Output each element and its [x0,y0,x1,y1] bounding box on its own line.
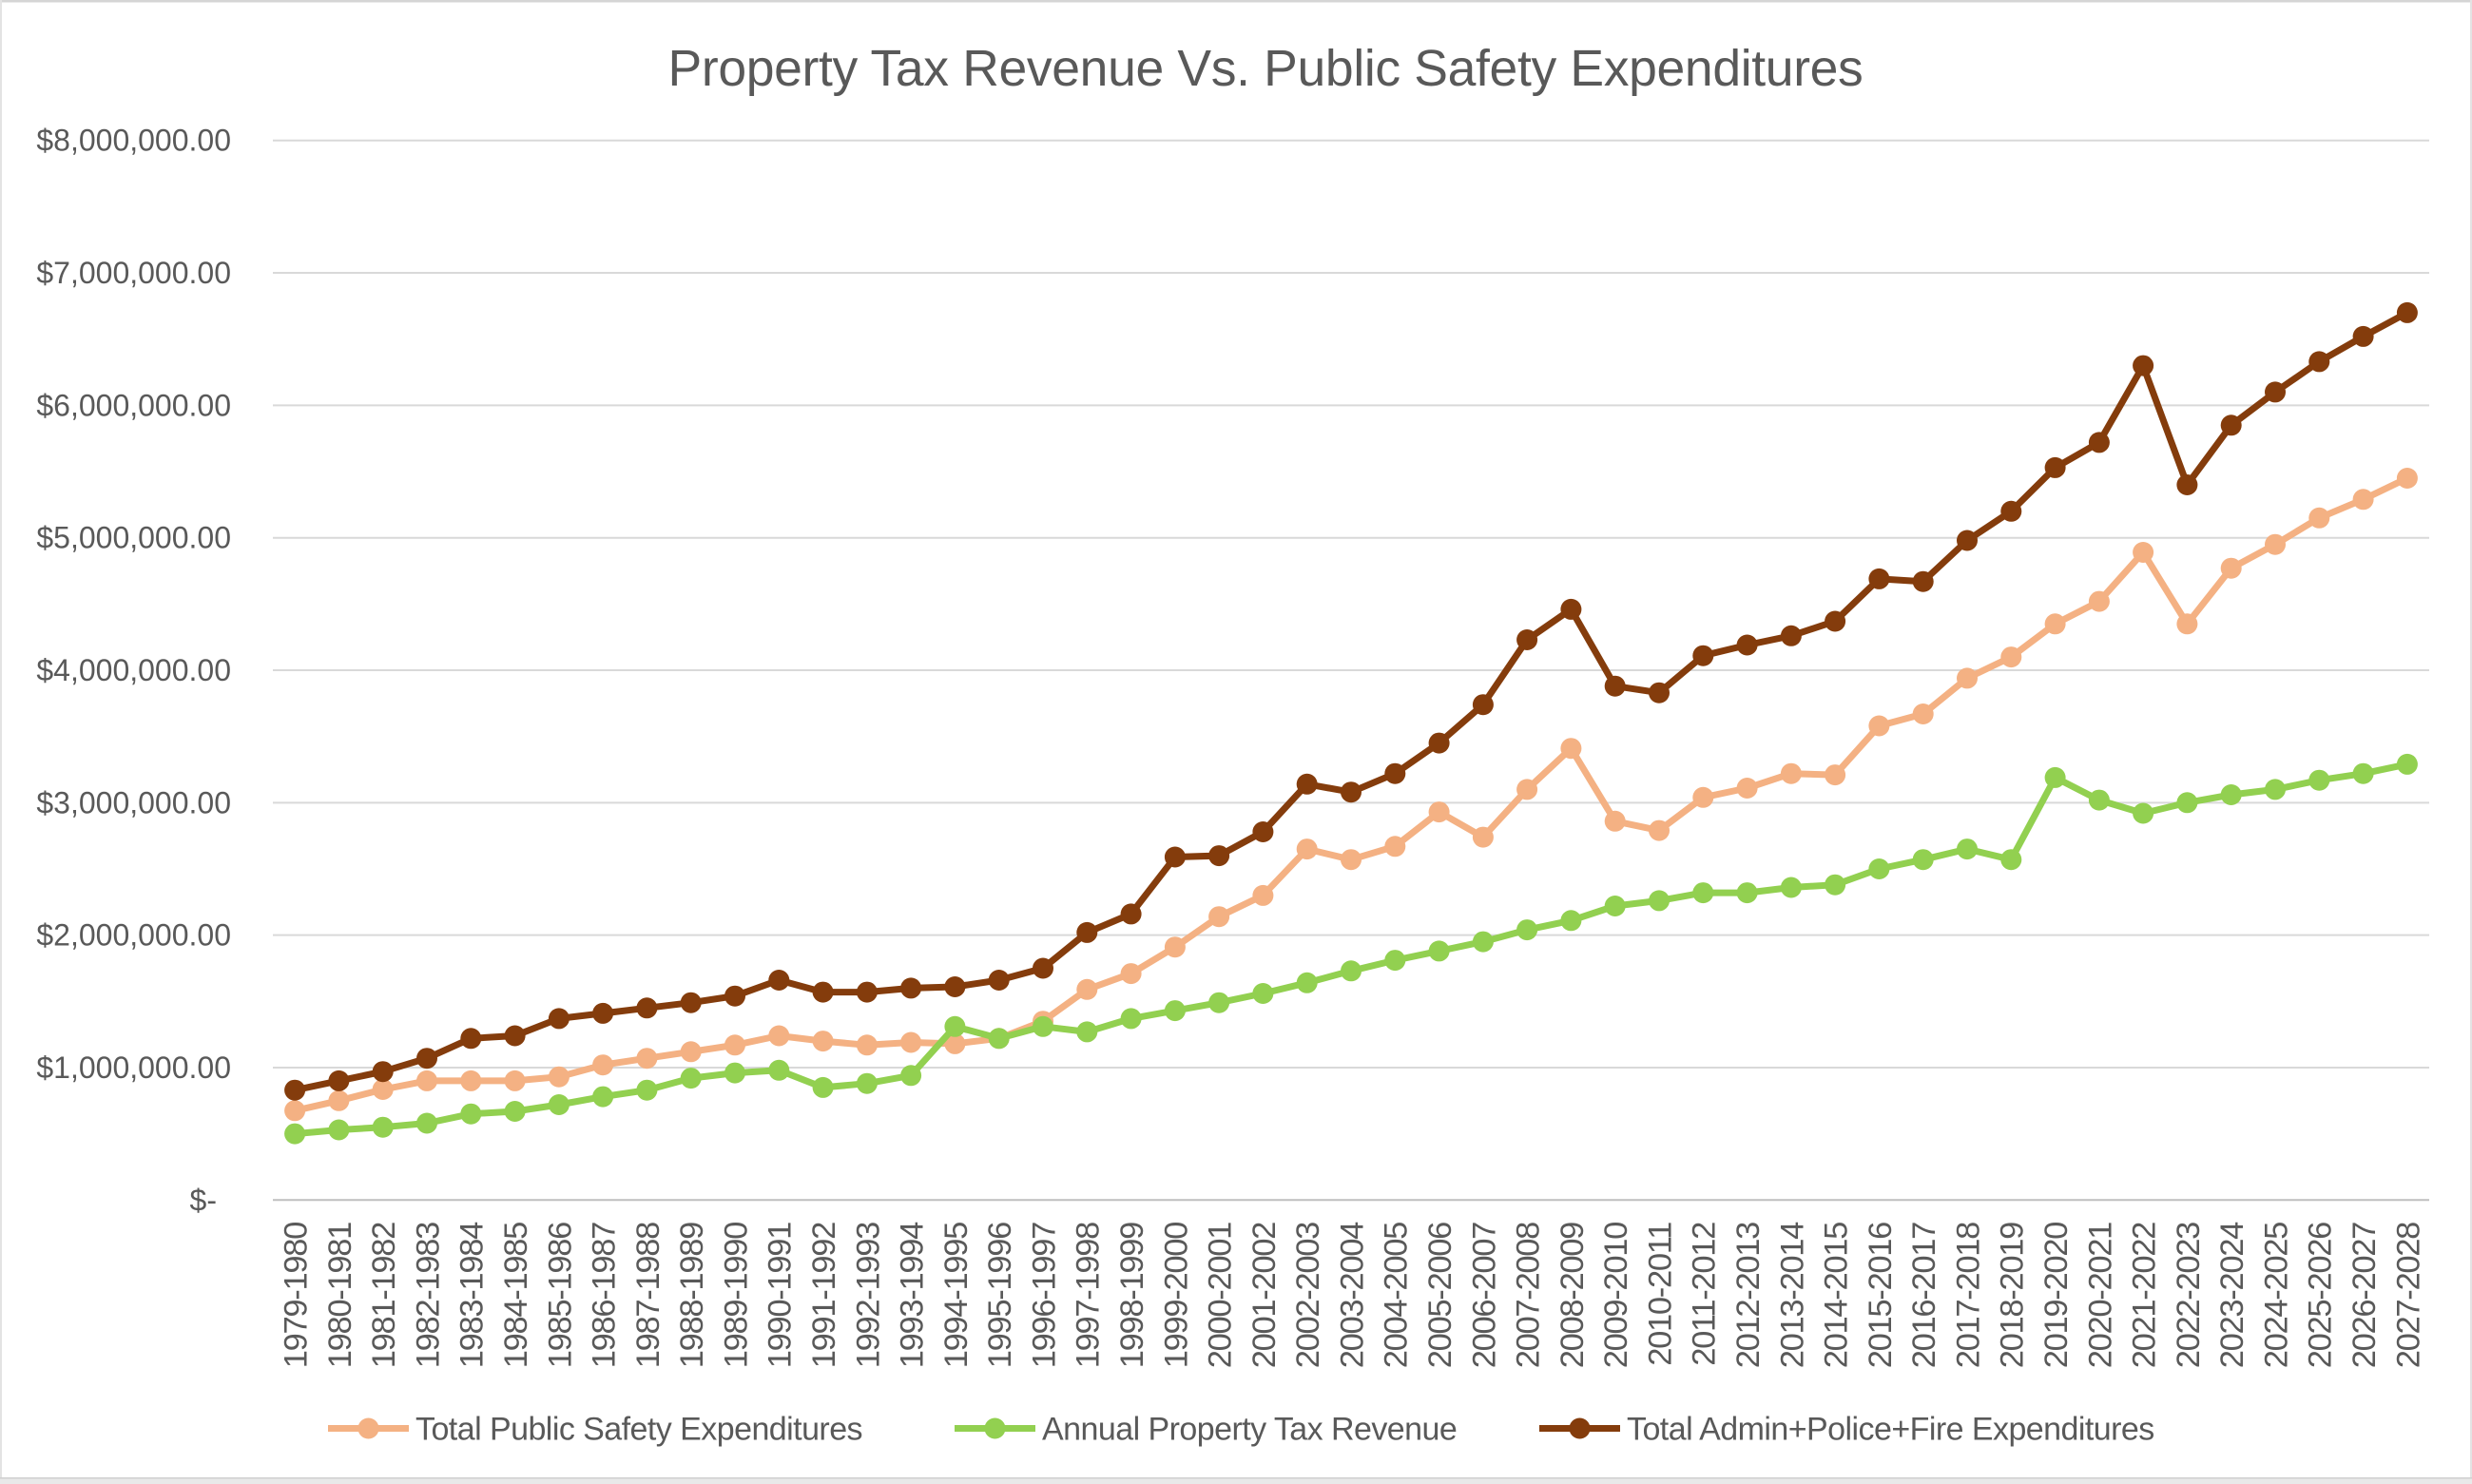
svg-text:$5,000,000.00: $5,000,000.00 [36,521,231,555]
svg-text:Total Public Safety Expenditur: Total Public Safety Expenditures [415,1412,862,1448]
svg-text:Total Admin+Police+Fire Expend: Total Admin+Police+Fire Expenditures [1627,1412,2154,1448]
svg-text:2024-2025: 2024-2025 [2258,1223,2294,1368]
svg-text:1987-1988: 1987-1988 [630,1223,666,1368]
svg-text:2023-2024: 2023-2024 [2214,1222,2250,1368]
svg-text:2005-2006: 2005-2006 [1422,1223,1458,1368]
svg-text:1984-1985: 1984-1985 [498,1223,534,1368]
svg-text:1994-1995: 1994-1995 [938,1223,975,1368]
svg-text:1989-1990: 1989-1990 [718,1223,754,1368]
svg-text:1998-1999: 1998-1999 [1114,1223,1150,1368]
svg-text:1980-1981: 1980-1981 [322,1223,358,1368]
svg-text:2018-2019: 2018-2019 [1995,1223,2031,1368]
svg-text:2007-2008: 2007-2008 [1511,1223,1547,1368]
svg-text:2025-2026: 2025-2026 [2303,1223,2339,1368]
svg-text:2009-2010: 2009-2010 [1598,1223,1634,1368]
svg-text:$2,000,000.00: $2,000,000.00 [36,918,231,953]
svg-text:2019-2020: 2019-2020 [2038,1223,2075,1368]
svg-text:1979-1980: 1979-1980 [279,1223,315,1368]
svg-text:2006-2007: 2006-2007 [1466,1223,1502,1368]
svg-text:1996-1997: 1996-1997 [1026,1223,1062,1368]
svg-text:Annual Property Tax Revenue: Annual Property Tax Revenue [1042,1412,1457,1448]
svg-text:2010-2011: 2010-2011 [1642,1223,1678,1366]
svg-text:$7,000,000.00: $7,000,000.00 [36,256,231,290]
svg-text:2001-2002: 2001-2002 [1246,1223,1283,1368]
svg-text:2002-2003: 2002-2003 [1290,1223,1326,1368]
svg-text:2016-2017: 2016-2017 [1906,1223,1942,1368]
svg-text:2003-2004: 2003-2004 [1334,1222,1370,1368]
svg-text:2022-2023: 2022-2023 [2171,1223,2207,1368]
svg-text:$4,000,000.00: $4,000,000.00 [36,653,231,687]
svg-text:1991-1992: 1991-1992 [806,1223,842,1368]
svg-text:1999-2000: 1999-2000 [1158,1223,1194,1368]
svg-text:2012-2013: 2012-2013 [1730,1223,1767,1368]
svg-text:2000-2001: 2000-2001 [1203,1223,1239,1368]
svg-text:$1,000,000.00: $1,000,000.00 [36,1050,231,1085]
svg-text:1988-1989: 1988-1989 [674,1223,710,1368]
svg-text:1997-1998: 1997-1998 [1071,1223,1107,1368]
svg-text:2004-2005: 2004-2005 [1379,1223,1415,1368]
svg-text:Property Tax Revenue Vs. Publi: Property Tax Revenue Vs. Public Safety E… [668,41,1864,97]
svg-text:1990-1991: 1990-1991 [763,1223,799,1368]
svg-text:2020-2021: 2020-2021 [2082,1223,2118,1368]
svg-text:2017-2018: 2017-2018 [1950,1223,1986,1368]
svg-text:$3,000,000.00: $3,000,000.00 [36,785,231,819]
svg-text:$-: $- [190,1183,217,1217]
svg-text:1993-1994: 1993-1994 [895,1222,931,1368]
svg-text:$6,000,000.00: $6,000,000.00 [36,388,231,422]
svg-text:1986-1987: 1986-1987 [587,1223,623,1368]
svg-text:1982-1983: 1982-1983 [410,1223,446,1368]
svg-text:2013-2014: 2013-2014 [1774,1222,1810,1368]
svg-text:2026-2027: 2026-2027 [2346,1223,2383,1368]
svg-text:2021-2022: 2021-2022 [2127,1223,2163,1368]
svg-text:2008-2009: 2008-2009 [1555,1223,1591,1368]
svg-text:1992-1993: 1992-1993 [850,1223,886,1368]
svg-text:$8,000,000.00: $8,000,000.00 [36,124,231,158]
svg-text:1985-1986: 1985-1986 [542,1223,578,1368]
svg-text:2015-2016: 2015-2016 [1863,1223,1899,1368]
svg-text:2027-2028: 2027-2028 [2390,1223,2426,1368]
svg-text:2011-2012: 2011-2012 [1687,1223,1723,1366]
svg-text:1981-1982: 1981-1982 [366,1223,402,1368]
svg-text:1995-1996: 1995-1996 [982,1223,1018,1368]
svg-text:1983-1984: 1983-1984 [454,1222,491,1368]
svg-text:2014-2015: 2014-2015 [1819,1223,1855,1368]
